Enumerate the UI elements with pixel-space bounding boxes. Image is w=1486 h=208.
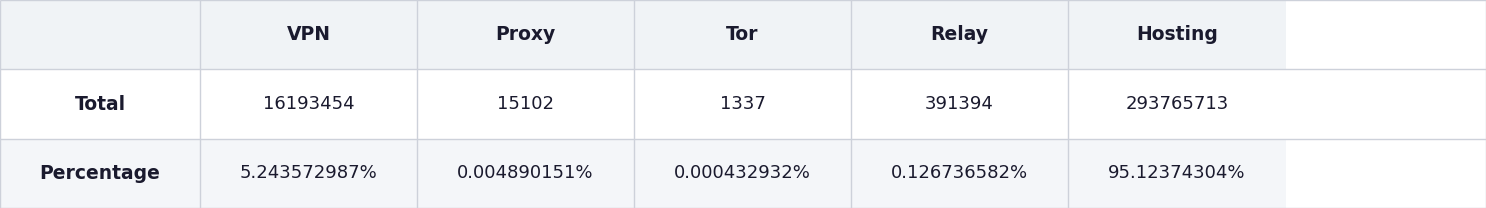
Bar [201,0,418,69]
Text: 5.243572987%: 5.243572987% [239,165,377,182]
Text: Tor: Tor [727,25,759,44]
Bar [1068,0,1285,69]
Bar [418,0,635,69]
Bar [0,0,201,69]
Text: 391394: 391394 [926,95,994,113]
Text: Percentage: Percentage [40,164,160,183]
Text: 15102: 15102 [496,95,554,113]
Bar [0,69,201,139]
Text: 293765713: 293765713 [1125,95,1229,113]
Text: 0.126736582%: 0.126736582% [892,165,1028,182]
Text: 16193454: 16193454 [263,95,354,113]
Bar [851,0,1068,69]
Bar [635,139,851,208]
Text: Proxy: Proxy [495,25,556,44]
Text: Relay: Relay [930,25,988,44]
Text: 1337: 1337 [719,95,765,113]
Bar [201,139,418,208]
Text: Total: Total [74,94,125,114]
Bar [1068,69,1285,139]
Text: Hosting: Hosting [1137,25,1219,44]
Bar [851,139,1068,208]
Bar [635,69,851,139]
Bar [418,139,635,208]
Bar [418,69,635,139]
Bar [201,69,418,139]
Text: VPN: VPN [287,25,330,44]
Text: 95.12374304%: 95.12374304% [1109,165,1245,182]
Bar [1068,139,1285,208]
Bar [0,139,201,208]
Bar [635,0,851,69]
Text: 0.000432932%: 0.000432932% [675,165,811,182]
Bar [851,69,1068,139]
Text: 0.004890151%: 0.004890151% [458,165,594,182]
